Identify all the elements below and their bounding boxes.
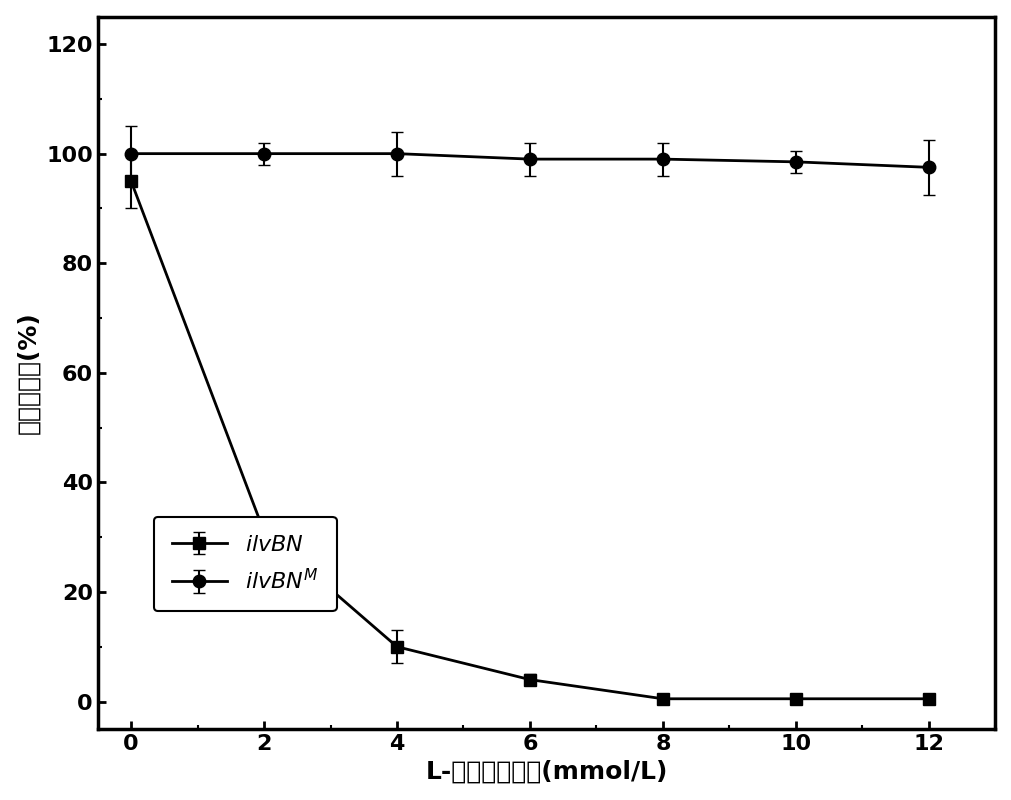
Y-axis label: 相对酶活性(%): 相对酶活性(%) [16,311,40,434]
Legend: $\mathit{ilvBN}$, $\mathit{ilvBN^{M}}$: $\mathit{ilvBN}$, $\mathit{ilvBN^{M}}$ [154,517,337,611]
X-axis label: L-异亮氨酸浓度(mmol/L): L-异亮氨酸浓度(mmol/L) [425,759,667,783]
